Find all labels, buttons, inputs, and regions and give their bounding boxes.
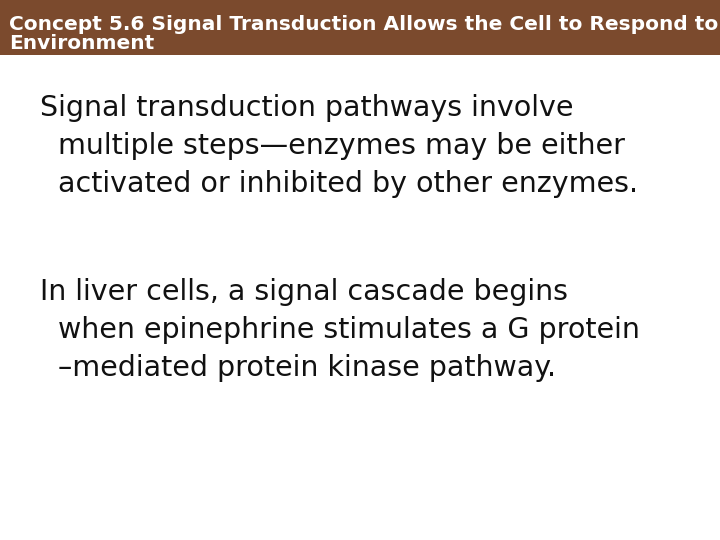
Text: In liver cells, a signal cascade begins
  when epinephrine stimulates a G protei: In liver cells, a signal cascade begins … [40,278,639,382]
Text: Concept 5.6 Signal Transduction Allows the Cell to Respond to Its: Concept 5.6 Signal Transduction Allows t… [9,16,720,35]
Text: Environment: Environment [9,34,155,53]
Text: Signal transduction pathways involve
  multiple steps—enzymes may be either
  ac: Signal transduction pathways involve mul… [40,94,638,198]
